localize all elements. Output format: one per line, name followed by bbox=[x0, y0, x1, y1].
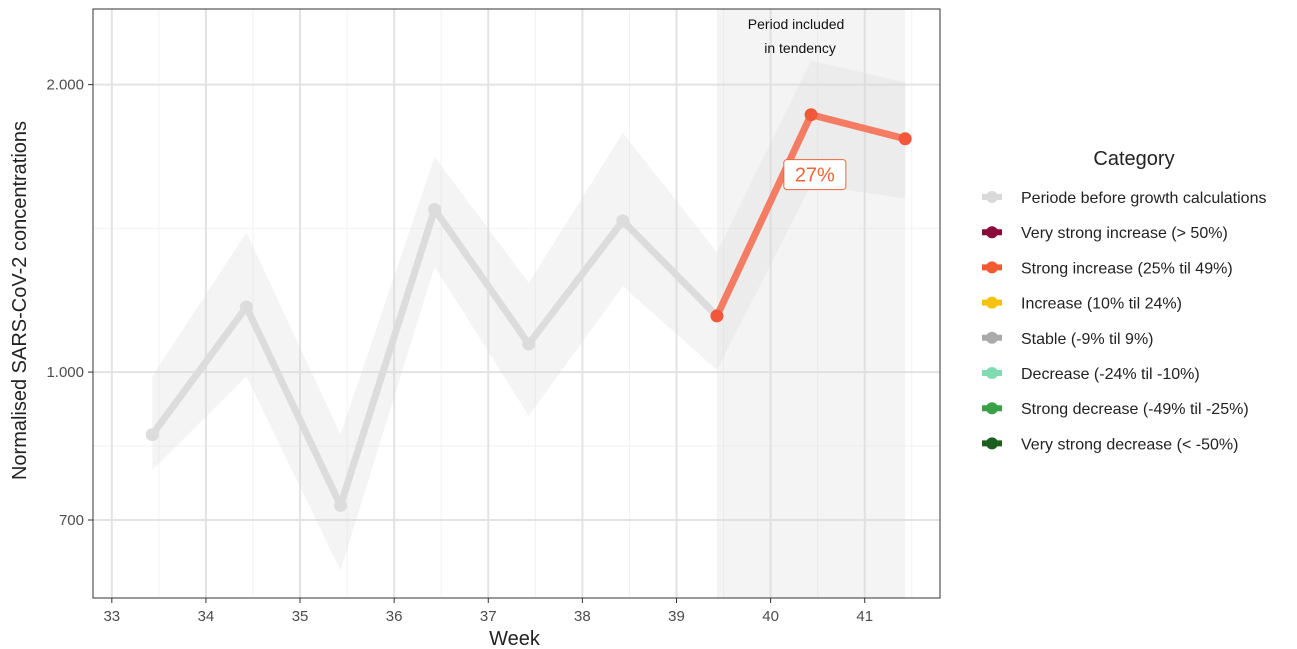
ribbon-0 bbox=[152, 132, 717, 571]
data-point bbox=[616, 214, 630, 228]
x-tick-label: 41 bbox=[856, 608, 873, 625]
x-axis-title: Week bbox=[489, 628, 541, 649]
axes: 33 34 35 36 37 38 39 40 41 700 1.000 2.000 bbox=[46, 8, 941, 625]
x-tick-label: 40 bbox=[762, 608, 779, 625]
annotations: Period included in tendency 27% bbox=[748, 16, 847, 191]
data-point bbox=[334, 498, 348, 512]
data-point bbox=[898, 132, 912, 146]
period-label-line1: Period included bbox=[748, 16, 845, 32]
data-point bbox=[522, 337, 536, 351]
x-tick-label: 38 bbox=[574, 608, 591, 625]
data-point bbox=[710, 309, 724, 323]
legend-entry-label: Increase (10% til 24%) bbox=[1021, 296, 1182, 313]
legend-key-point bbox=[986, 367, 998, 379]
data-point bbox=[804, 108, 818, 122]
legend-key-point bbox=[986, 226, 998, 239]
x-tick-label: 36 bbox=[386, 608, 403, 625]
legend-entry-label: Strong increase (25% til 49%) bbox=[1021, 260, 1233, 277]
x-tick-label: 33 bbox=[103, 608, 120, 625]
y-tick-label: 1.000 bbox=[46, 364, 84, 381]
legend-key-point bbox=[986, 191, 998, 203]
tendency-label: 27% bbox=[795, 165, 835, 187]
legend-entry-label: Strong decrease (-49% til -25%) bbox=[1021, 401, 1249, 418]
series-points bbox=[145, 108, 912, 512]
legend-entry-label: Stable (-9% til 9%) bbox=[1021, 331, 1154, 348]
data-point bbox=[428, 202, 442, 216]
legend-key-point bbox=[986, 261, 998, 274]
x-tick-label: 35 bbox=[292, 608, 309, 625]
data-point bbox=[145, 428, 159, 442]
tendency-label-box bbox=[783, 159, 847, 191]
legend-title: Category bbox=[1093, 148, 1174, 170]
period-label-line2: in tendency bbox=[764, 40, 836, 56]
panel-border bbox=[92, 8, 941, 599]
ribbon-1 bbox=[716, 60, 906, 371]
legend-entry-label: Very strong increase (> 50%) bbox=[1021, 225, 1228, 242]
data-point bbox=[239, 300, 253, 314]
confidence-ribbons bbox=[152, 60, 906, 571]
legend-key-point bbox=[986, 296, 998, 309]
x-tick-label: 34 bbox=[198, 608, 215, 625]
legend-key-point bbox=[986, 331, 998, 344]
panel-background bbox=[93, 9, 940, 598]
y-tick-label: 700 bbox=[59, 512, 84, 529]
legend-entry-label: Periode before growth calculations bbox=[1021, 190, 1266, 207]
legend-entry-label: Decrease (-24% til -10%) bbox=[1021, 366, 1200, 383]
x-tick-label: 39 bbox=[668, 608, 685, 625]
x-tick-label: 37 bbox=[480, 608, 497, 625]
legend-key-point bbox=[986, 402, 998, 415]
legend-key-point bbox=[986, 437, 998, 450]
legend-entry-label: Very strong decrease (< -50%) bbox=[1021, 436, 1238, 453]
highlight-period-band bbox=[716, 9, 906, 598]
y-axis-title: Normalised SARS-CoV-2 concentrations bbox=[9, 121, 31, 480]
y-tick-label: 2.000 bbox=[46, 77, 84, 94]
legend: Category Periode before growth calculati… bbox=[982, 148, 1266, 453]
plot-panel bbox=[93, 9, 940, 598]
